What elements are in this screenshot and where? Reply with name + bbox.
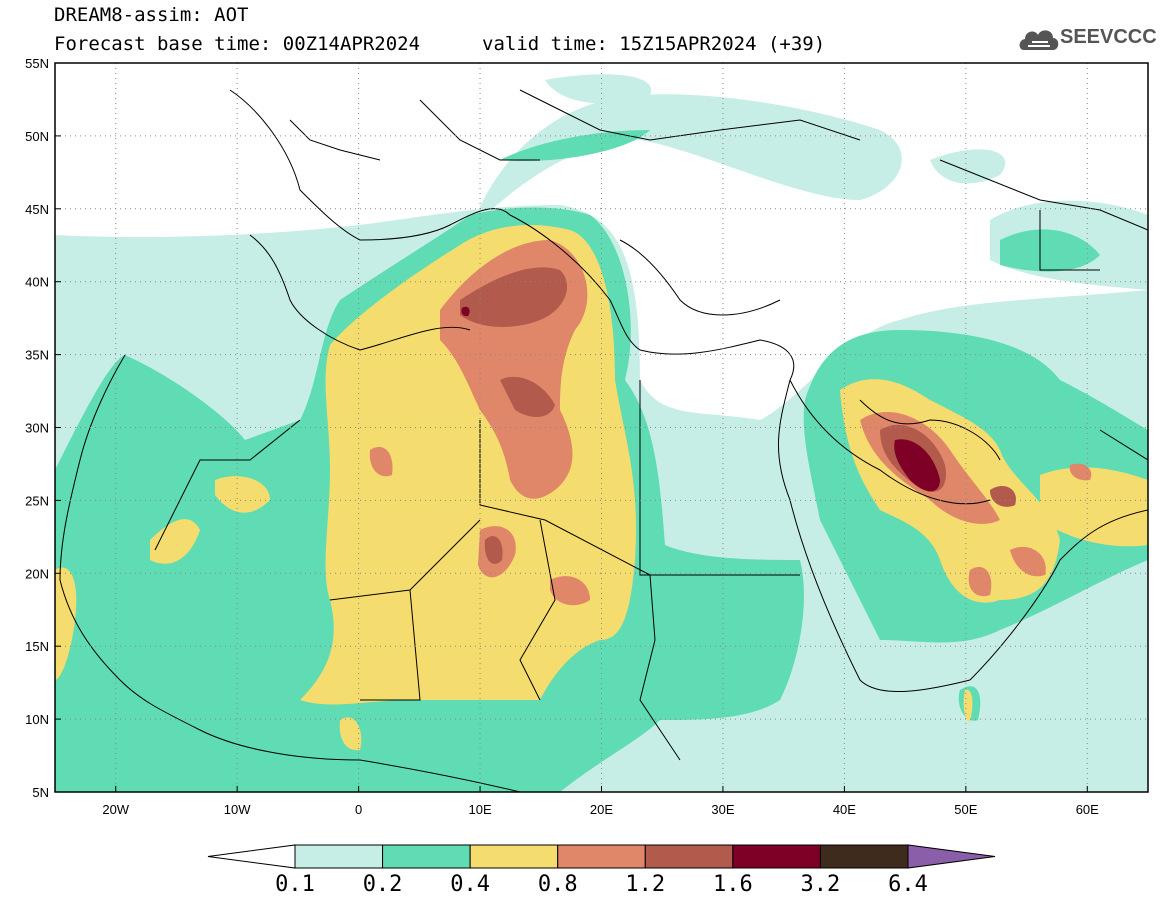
colorbar-swatch [732,844,821,869]
lat-label: 40N [25,275,49,290]
lat-label: 20N [25,566,49,581]
lat-label: 50N [25,129,49,144]
axis-ticks: 20W 10W 0 10E 20E 30E 40E 50E 60E 55N 50N 45N 40N 35N… [25,56,1099,817]
colorbar-swatch [557,844,646,869]
lon-label: 60E [1076,802,1099,817]
colorbar-tick-label: 0.2 [362,872,403,897]
colorbar-swatch [294,844,384,869]
colorbar-under-arrow [207,844,296,869]
colorbar-swatch [382,844,471,869]
lat-label: 45N [25,202,49,217]
colorbar-swatch [819,844,909,869]
forecast-base-time: Forecast base time: 00Z14APR2024 [54,33,421,55]
aot-band-1.6 [461,306,940,492]
lon-label: 10E [468,802,491,817]
lon-label: 20E [590,802,613,817]
colorbar-tick-label: 0.8 [537,872,578,897]
colorbar-tick-label: 6.4 [888,872,928,897]
lon-label: 40E [833,802,856,817]
lat-label: 10N [25,712,49,727]
coastlines [59,89,1148,792]
colorbar-tick-label: 0.1 [275,872,315,897]
graticule [55,63,1148,792]
lon-label: 30E [711,802,734,817]
lat-label: 5N [32,785,49,800]
lon-label: 10W [224,802,251,817]
lat-label: 35N [25,348,49,363]
colorbar-swatch [469,844,559,869]
lon-label: 50E [954,802,977,817]
valid-time: valid time: 15Z15APR2024 (+39) [482,33,826,55]
lat-label: 25N [25,493,49,508]
colorbar-tick-label: 3.2 [800,872,841,897]
colorbar-tick-label: 0.4 [450,872,491,897]
colorbar [207,844,996,869]
map-title: DREAM8-assim: AOT [54,4,249,26]
lat-label: 15N [25,639,49,654]
colorbar-swatch [644,844,734,869]
lat-label: 55N [25,56,49,71]
lon-label: 0 [355,802,362,817]
lon-label: 20W [102,802,129,817]
logo-text: SEEVCCC [1060,26,1157,48]
aot-field [55,63,1148,792]
colorbar-tick-label: 1.6 [712,872,753,897]
seevccc-logo [1019,30,1059,50]
lat-label: 30N [25,421,49,436]
colorbar-tick-label: 1.2 [625,872,666,897]
colorbar-over-arrow [907,844,996,869]
